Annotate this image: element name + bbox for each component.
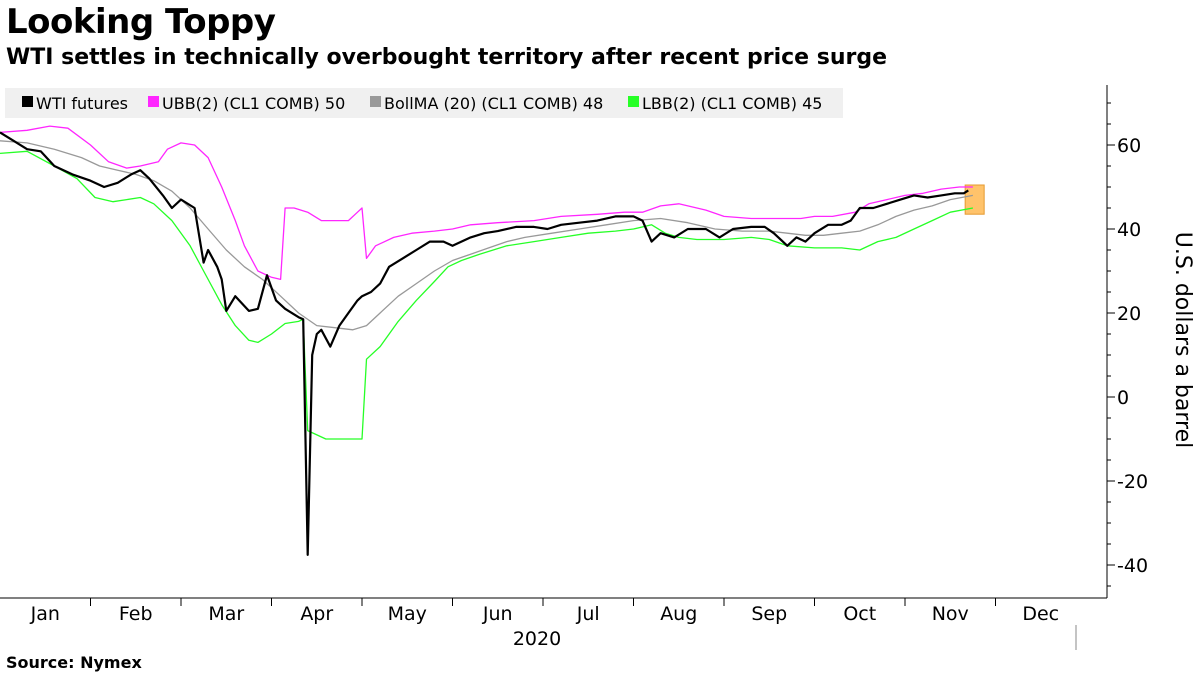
y-tick-label: -40 bbox=[1117, 555, 1148, 577]
y-tick-label: 20 bbox=[1117, 303, 1141, 325]
legend-swatch bbox=[148, 96, 159, 107]
x-year-label: 2020 bbox=[513, 628, 561, 650]
y-tick-label: 60 bbox=[1117, 135, 1141, 157]
legend-swatch bbox=[370, 96, 381, 107]
legend-swatch bbox=[628, 96, 639, 107]
x-tick-label: Mar bbox=[208, 603, 244, 625]
series-line-2 bbox=[0, 140, 974, 331]
source-note: Source: Nymex bbox=[6, 653, 142, 672]
x-tick-label: Jun bbox=[482, 603, 513, 625]
y-tick-label: -20 bbox=[1117, 471, 1148, 493]
x-tick-label: Jul bbox=[576, 603, 600, 625]
series-line-1 bbox=[0, 125, 973, 281]
x-tick-label: Aug bbox=[660, 603, 697, 625]
x-tick-label: Sep bbox=[751, 603, 787, 625]
legend-label: UBB(2) (CL1 COMB) 50 bbox=[162, 94, 345, 113]
last-value-marker bbox=[964, 184, 985, 215]
x-tick-label: Jan bbox=[30, 603, 60, 625]
plot-area bbox=[0, 125, 985, 556]
y-tick-label: 0 bbox=[1117, 387, 1129, 409]
legend-label: WTI futures bbox=[36, 94, 128, 113]
legend-background bbox=[5, 88, 843, 118]
x-tick-label: May bbox=[388, 603, 427, 625]
x-tick-label: Oct bbox=[843, 603, 876, 625]
x-tick-label: Apr bbox=[300, 603, 333, 625]
series-line-0 bbox=[0, 131, 969, 556]
series-line-3 bbox=[0, 150, 974, 440]
legend-label: BollMA (20) (CL1 COMB) 48 bbox=[384, 94, 603, 113]
x-tick-label: Dec bbox=[1022, 603, 1059, 625]
y-axis-title: U.S. dollars a barrel bbox=[1170, 232, 1195, 448]
y-tick-label: 40 bbox=[1117, 219, 1141, 241]
y-axis: -40 -20 0 20 40 60 U.S. dollars a barrel bbox=[1106, 85, 1195, 598]
x-tick-label: Nov bbox=[932, 603, 969, 625]
x-tick-label: Feb bbox=[119, 603, 153, 625]
x-axis: Jan Feb Mar Apr May Jun Jul Aug Sep Oct Nov Dec 2020 bbox=[0, 597, 1107, 650]
chart-title: Looking Toppy bbox=[6, 2, 276, 42]
legend-label: LBB(2) (CL1 COMB) 45 bbox=[642, 94, 822, 113]
legend-swatch bbox=[22, 96, 33, 107]
chart-subtitle: WTI settles in technically overbought te… bbox=[6, 45, 888, 70]
legend: WTI futures UBB(2) (CL1 COMB) 50 BollMA (2… bbox=[5, 88, 843, 118]
